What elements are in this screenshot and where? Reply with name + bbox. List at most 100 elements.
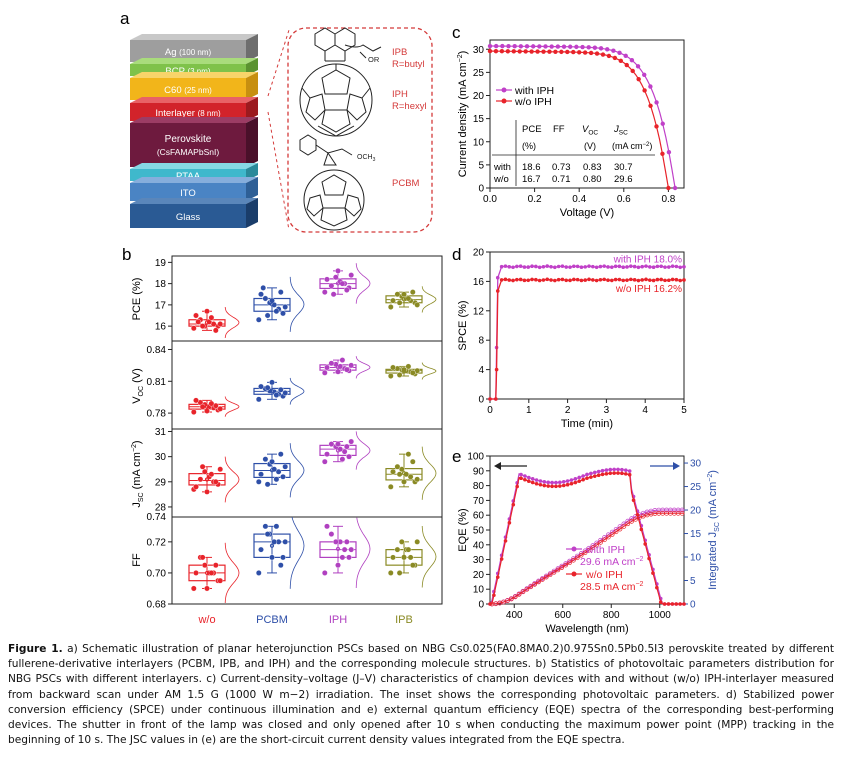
spce-point — [526, 278, 531, 283]
mean-marker — [401, 471, 407, 476]
integrated-point — [625, 521, 631, 527]
y-tick-label: 30 — [155, 452, 167, 463]
distribution-curve — [224, 456, 240, 503]
x-axis-label: Voltage (V) — [560, 207, 614, 219]
layer-front — [130, 78, 246, 100]
integrated-point — [520, 589, 526, 595]
data-point — [332, 538, 339, 545]
eqe-point — [538, 482, 543, 487]
data-point — [204, 408, 210, 414]
data-point — [398, 538, 405, 545]
data-point — [264, 312, 271, 319]
eqe-point — [561, 483, 566, 488]
data-point — [409, 289, 416, 296]
layer-side — [246, 34, 258, 62]
spce-point — [518, 277, 523, 282]
layer-thickness: (25 nm) — [184, 86, 212, 95]
eqe-point — [492, 593, 496, 598]
eqe-point — [515, 484, 519, 489]
data-point — [195, 318, 202, 325]
integrated-point — [637, 515, 642, 520]
data-point — [390, 468, 396, 475]
y-tick-label: 10 — [473, 585, 485, 596]
spce-point — [503, 277, 508, 282]
inset-cell: 18.6 — [522, 162, 541, 173]
data-point — [193, 570, 199, 576]
y-right-tick-label: 20 — [690, 506, 702, 517]
jv-point — [598, 46, 604, 51]
inset-header: FF — [553, 124, 565, 135]
spce-point — [494, 397, 498, 401]
layer-front — [130, 204, 246, 228]
spce-point — [526, 265, 531, 269]
molecule-box — [287, 27, 433, 233]
y-axis-label: EQE (%) — [457, 508, 469, 551]
y-tick-label: 5 — [478, 160, 484, 171]
eqe-point — [612, 467, 616, 472]
eqe-point — [620, 471, 624, 476]
axis-label-part: −2 — [131, 444, 138, 452]
axis-label-sup: −2 — [707, 474, 714, 482]
y-tick-label: 19 — [155, 258, 167, 269]
layer-top — [130, 177, 258, 183]
spce-point — [560, 277, 565, 282]
jv-point — [586, 45, 591, 50]
eqe-point — [592, 470, 597, 475]
eqe-point — [565, 482, 570, 487]
spce-point — [621, 265, 626, 269]
spce-point — [621, 278, 626, 283]
spce-point — [499, 278, 504, 282]
eqe-point — [596, 473, 601, 478]
jv-point — [512, 44, 517, 49]
distribution-curve — [224, 396, 240, 417]
spce-point — [579, 265, 584, 270]
spce-point — [545, 277, 550, 282]
legend-marker — [571, 546, 577, 552]
spce-point — [674, 277, 679, 282]
data-point — [201, 562, 208, 569]
inset-header: PCE — [522, 124, 542, 135]
axis-label-part: (mA cm — [131, 452, 143, 492]
jv-point — [506, 43, 511, 49]
x-tick-label: 400 — [506, 610, 523, 621]
y-right-tick-label: 25 — [690, 482, 702, 493]
jv-point — [518, 44, 524, 49]
layer-side — [246, 198, 258, 228]
eqe-point — [581, 474, 585, 478]
data-point — [405, 363, 412, 370]
data-point — [193, 483, 199, 490]
ipb-r-label: R=butyl — [392, 59, 424, 70]
layer-label: ITO — [180, 188, 196, 199]
y-tick-label: 17 — [155, 300, 167, 311]
integrated-point — [547, 572, 553, 578]
inset-cell: 29.6 — [614, 174, 633, 185]
legend-integrated: 29.6 mA cm−2 — [580, 556, 644, 568]
y-axis-label: SPCE (%) — [457, 300, 469, 350]
integrated-point — [540, 577, 545, 582]
eqe-point — [585, 472, 589, 477]
eqe-point — [627, 469, 632, 473]
mean-marker — [269, 389, 275, 394]
data-point — [328, 531, 335, 537]
spce-point — [499, 264, 504, 269]
data-point — [217, 577, 224, 584]
data-point — [335, 267, 341, 274]
jv-point — [642, 72, 647, 78]
stack-layer: Perovskite (CsFAMAPbSnI) — [130, 117, 258, 167]
spce-point — [682, 278, 686, 282]
data-point — [255, 316, 262, 323]
x-axis-label: Wavelength (nm) — [545, 623, 628, 635]
data-point — [255, 570, 262, 576]
data-point — [335, 562, 341, 569]
y-tick-label: 40 — [473, 540, 485, 551]
distribution-curve — [289, 377, 305, 405]
layer-top — [130, 117, 258, 123]
integrated-point — [586, 547, 592, 553]
subplot-frame — [171, 516, 443, 605]
data-point — [275, 468, 282, 475]
data-point — [387, 483, 394, 490]
y-tick-label: 70 — [473, 496, 485, 507]
inset-unit-sup: −2 — [643, 142, 651, 148]
category-label: IPB — [395, 614, 413, 626]
jv-point — [537, 44, 542, 49]
